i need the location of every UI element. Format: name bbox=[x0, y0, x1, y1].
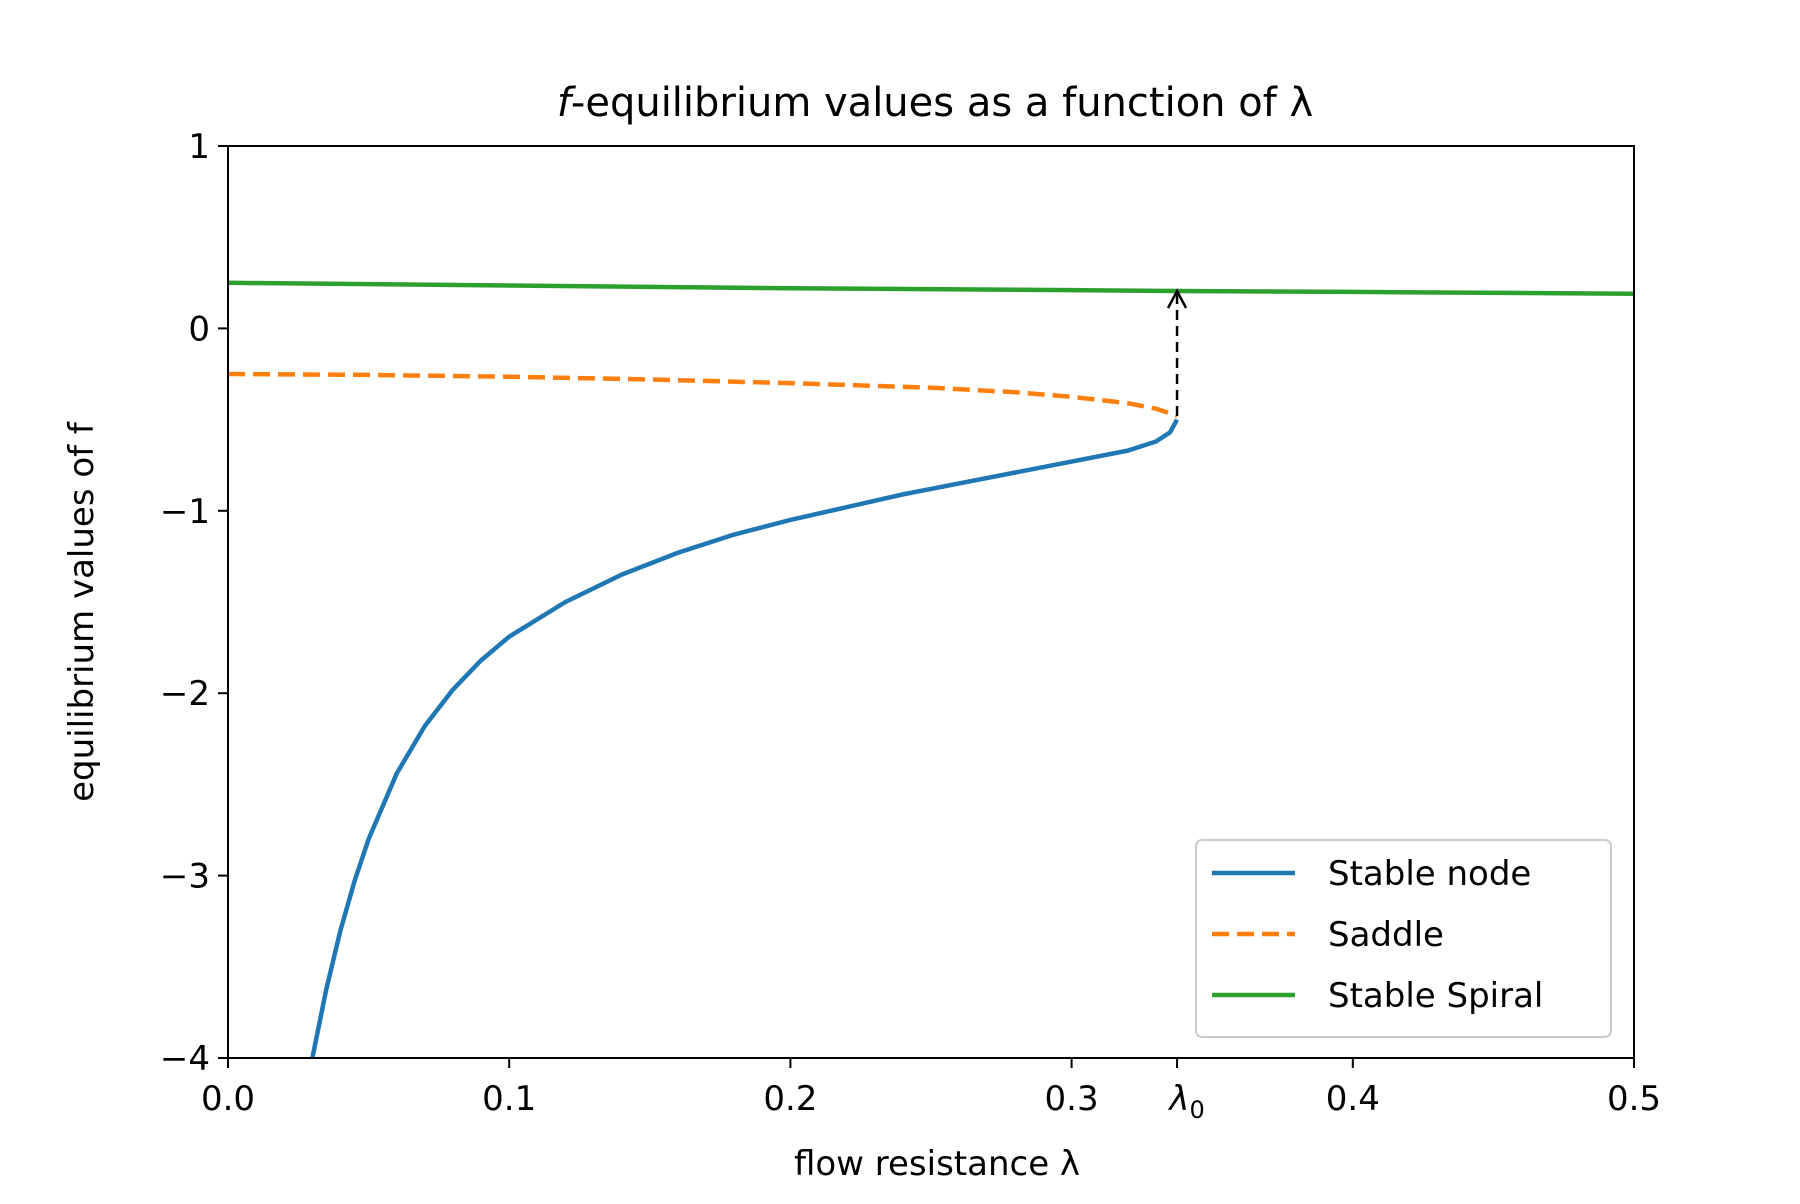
y-tick-label-3: −2 bbox=[160, 674, 210, 714]
y-tick-label-1: 0 bbox=[188, 309, 210, 349]
annotation-arrow-head bbox=[1166, 288, 1188, 309]
plot-frame bbox=[227, 145, 1635, 1059]
y-tick-label-2: −1 bbox=[160, 492, 210, 532]
y-tick-label-5: −4 bbox=[160, 1039, 210, 1079]
legend-label-2: Stable Spiral bbox=[1328, 976, 1543, 1016]
x-tick-label-lambda0-symbol: λ bbox=[1167, 1079, 1189, 1119]
chart-title: f-equilibrium values as a function of λ bbox=[557, 80, 1313, 126]
x-tick-label-5: 0.5 bbox=[1607, 1079, 1661, 1119]
x-tick-label-4: 0.4 bbox=[1326, 1079, 1380, 1119]
chart-title-suffix: -equilibrium values as a function of λ bbox=[571, 80, 1313, 126]
legend-label-0: Stable node bbox=[1328, 854, 1531, 894]
y-axis-ticks: 1 0 −1 −2 −3 −4 bbox=[160, 127, 228, 1079]
x-tick-label-1: 0.1 bbox=[482, 1079, 536, 1119]
y-tick-label-0: 1 bbox=[188, 127, 210, 167]
legend: Stable node Saddle Stable Spiral bbox=[1195, 839, 1612, 1038]
x-tick-label-lambda0-subscript: 0 bbox=[1189, 1096, 1204, 1124]
legend-box bbox=[1195, 839, 1612, 1038]
series-line-1 bbox=[227, 371, 1178, 419]
annotation-group bbox=[1166, 288, 1188, 416]
x-tick-label-3: 0.3 bbox=[1045, 1079, 1099, 1119]
x-axis-ticks: 0.0 0.1 0.2 0.3 0.4 0.5 λ0 bbox=[201, 1058, 1661, 1124]
legend-items: Stable node Saddle Stable Spiral bbox=[1212, 854, 1543, 1016]
y-tick-label-4: −3 bbox=[160, 857, 210, 897]
x-tick-label-lambda0: λ0 bbox=[1167, 1079, 1204, 1124]
plot-series-group bbox=[227, 280, 1635, 1059]
x-tick-label-2: 0.2 bbox=[763, 1079, 817, 1119]
x-axis-label: flow resistance λ bbox=[794, 1144, 1080, 1184]
y-axis-label: equilibrium values of f bbox=[62, 421, 102, 802]
x-tick-label-0: 0.0 bbox=[201, 1079, 255, 1119]
legend-label-1: Saddle bbox=[1328, 915, 1444, 955]
series-line-2 bbox=[227, 280, 1635, 296]
series-line-0 bbox=[310, 418, 1180, 1059]
